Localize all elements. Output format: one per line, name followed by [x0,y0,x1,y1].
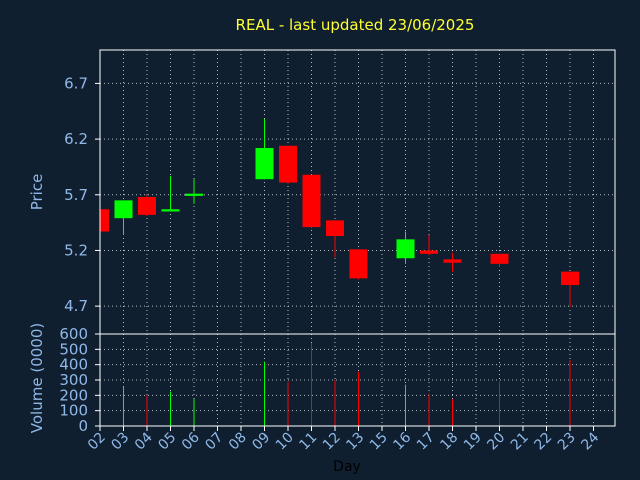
candle [326,220,344,258]
price-tick-label: 5.7 [64,186,88,204]
candle [138,194,156,216]
candle [349,249,368,280]
volume-tick-label: 300 [59,371,88,389]
candle-body [349,249,368,279]
x-axis-ticks: 02 03 04 05 06 07 08 09 10 11 12 13 15 16 17 18 19 20 21 22… [85,426,602,453]
volume-tick-label: 500 [59,340,88,358]
candle-body [161,209,180,212]
price-tick-label: 6.7 [64,74,88,92]
candle-body [100,209,109,232]
candle [443,252,462,272]
volume-tick-label: 0 [78,417,88,435]
candle [185,179,203,204]
candle-body [255,148,274,180]
candle-body [443,259,462,263]
price-axis-label: Price [28,174,46,211]
price-panel: 4.7 5.2 5.7 6.2 6.7 Price [28,49,616,335]
candle-body [490,253,509,264]
price-candles [100,119,579,308]
candle [420,234,438,255]
volume-tick-label: 400 [59,356,88,374]
volume-tick-label: 100 [59,402,88,420]
candle [161,175,180,212]
candle-body [326,220,344,236]
candle-body [561,271,579,285]
volume-tick-label: 600 [59,325,88,343]
chart-title: REAL - last updated 23/06/2025 [236,16,475,34]
price-y-ticks: 4.7 5.2 5.7 6.2 6.7 [64,74,100,315]
candle-body [185,193,203,196]
candle [100,209,109,232]
volume-bars [123,343,571,426]
price-tick-label: 5.2 [64,241,88,259]
candle [255,119,274,180]
volume-axis-label: Volume (0000) [28,323,46,433]
candle [396,231,415,264]
price-tick-label: 6.2 [64,130,88,148]
candle-body [279,145,297,183]
x-axis-label: Day [333,459,361,475]
candle-body [302,174,321,228]
candle-body [396,239,415,259]
candle-body [420,250,438,254]
volume-tick-label: 200 [59,386,88,404]
candle-body [114,200,133,219]
price-grid [99,50,615,334]
candle-body [138,197,156,215]
price-tick-label: 4.7 [64,297,88,315]
candle [279,145,297,184]
candle [561,271,579,308]
candle [490,253,509,268]
candle [114,200,133,235]
candle [302,174,321,229]
